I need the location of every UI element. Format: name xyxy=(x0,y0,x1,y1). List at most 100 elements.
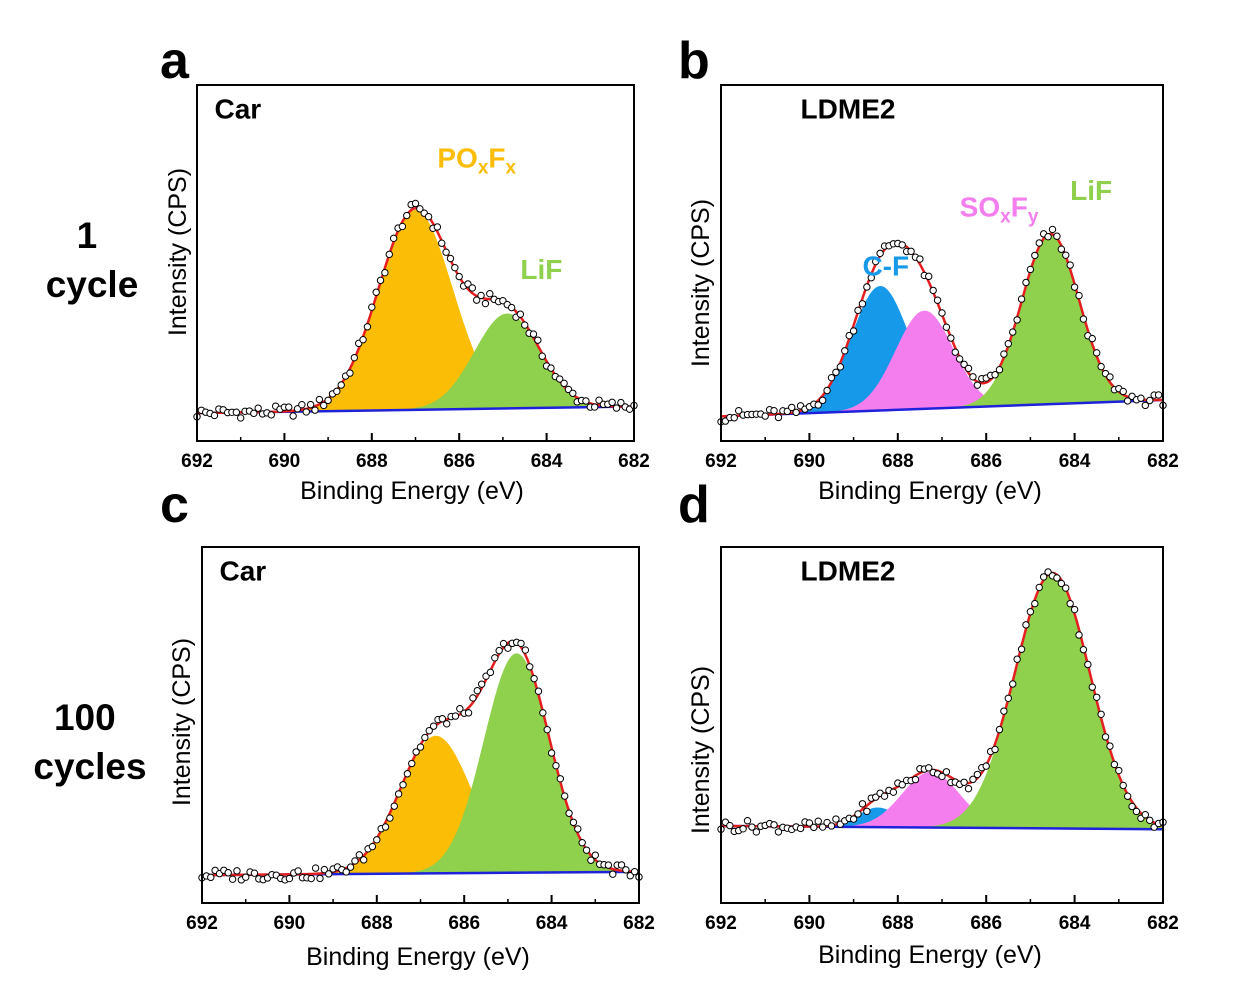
data-point xyxy=(556,775,565,783)
data-point xyxy=(818,823,827,831)
data-point xyxy=(359,336,367,344)
data-point xyxy=(416,743,425,751)
data-point xyxy=(372,288,380,296)
data-point xyxy=(307,874,315,883)
data-point xyxy=(385,250,393,259)
data-point xyxy=(1097,710,1105,718)
data-point xyxy=(442,248,450,256)
plot-area-b: 692 690 688 686 684 682 LDME2 C-F SOxFy LiF xyxy=(705,84,1179,472)
data-point xyxy=(390,802,398,810)
panel-letter-d: d xyxy=(678,476,710,534)
component-lif-area xyxy=(197,313,634,414)
data-point xyxy=(622,866,630,874)
data-point xyxy=(770,821,778,829)
data-point xyxy=(486,289,494,298)
panel-letter-a: a xyxy=(160,32,190,90)
data-point xyxy=(964,784,973,793)
data-point xyxy=(1044,233,1052,241)
data-point xyxy=(228,875,237,883)
peak-label-part: x xyxy=(478,157,489,178)
x-tick-label: 692 xyxy=(186,913,218,934)
data-point xyxy=(582,397,590,405)
data-point xyxy=(207,873,215,882)
data-point xyxy=(858,300,867,308)
x-tick-label: 692 xyxy=(705,913,737,934)
data-point xyxy=(590,403,599,411)
x-tick-label: 682 xyxy=(1147,913,1179,934)
data-point xyxy=(739,825,747,833)
data-point xyxy=(1013,655,1021,663)
data-point xyxy=(346,369,354,377)
data-point xyxy=(381,268,389,277)
data-point xyxy=(294,867,302,875)
row-label-100-cycles: 100 cycles xyxy=(33,697,146,787)
data-point xyxy=(1079,645,1088,654)
data-point xyxy=(827,373,836,382)
component-lif-area xyxy=(721,233,1163,417)
data-point xyxy=(849,327,858,335)
data-point xyxy=(477,680,486,688)
peak-label-part: SO xyxy=(960,192,1000,223)
data-point xyxy=(242,873,250,881)
data-point xyxy=(543,725,551,734)
data-point xyxy=(774,413,783,422)
y-axis-title-b: Intensity (CPS) xyxy=(687,199,715,367)
data-point xyxy=(517,639,525,648)
row-label-100-cycles-line1: 100 xyxy=(54,697,116,738)
data-point xyxy=(854,810,862,818)
data-point xyxy=(556,375,564,383)
data-point xyxy=(792,408,800,417)
data-point xyxy=(810,823,818,832)
data-point xyxy=(942,768,951,776)
data-point xyxy=(617,861,626,869)
data-point xyxy=(814,401,822,409)
data-point xyxy=(472,296,481,304)
data-point xyxy=(872,257,880,266)
data-point xyxy=(516,310,525,318)
data-point xyxy=(254,404,262,412)
data-point xyxy=(538,352,546,360)
data-point xyxy=(433,223,442,231)
data-point xyxy=(955,355,964,363)
data-point xyxy=(995,725,1004,734)
data-point xyxy=(507,303,516,312)
data-point xyxy=(351,857,359,865)
data-point xyxy=(743,817,752,825)
data-point xyxy=(486,668,495,677)
x-axis-title-c: Binding Energy (eV) xyxy=(306,943,530,971)
x-tick-label: 686 xyxy=(970,451,1002,472)
data-point xyxy=(827,822,836,830)
data-point xyxy=(1106,742,1114,750)
data-point xyxy=(325,870,333,878)
data-point xyxy=(451,263,459,272)
panel-d: d Intensity (CPS) Binding Energy (eV) 69… xyxy=(678,476,1179,969)
peak-label-part: y xyxy=(1028,207,1039,228)
data-point xyxy=(311,406,319,414)
data-point xyxy=(1097,362,1105,371)
data-point xyxy=(1079,315,1088,323)
data-point xyxy=(267,411,275,419)
data-point xyxy=(925,764,933,772)
data-point xyxy=(1088,334,1096,343)
data-point xyxy=(595,396,603,404)
data-point xyxy=(373,836,381,844)
x-tick-label: 682 xyxy=(1147,451,1179,472)
data-point xyxy=(1026,265,1035,274)
peak-label-part: x xyxy=(506,157,517,178)
x-axis-title-a: Binding Energy (eV) xyxy=(300,477,524,505)
data-point xyxy=(324,396,332,405)
peak-label-lif: LiF xyxy=(520,254,562,285)
sample-label: Car xyxy=(219,555,266,586)
data-point xyxy=(1017,645,1026,653)
peak-label-part: x xyxy=(1000,207,1011,228)
data-point xyxy=(1141,401,1150,410)
data-point xyxy=(285,874,294,883)
data-point xyxy=(1075,631,1083,639)
data-point xyxy=(1093,349,1101,357)
data-point xyxy=(1062,251,1070,259)
x-tick-label: 688 xyxy=(361,913,393,934)
data-point xyxy=(368,303,376,311)
peak-label-part: LiF xyxy=(520,254,562,285)
data-point xyxy=(1017,295,1026,303)
